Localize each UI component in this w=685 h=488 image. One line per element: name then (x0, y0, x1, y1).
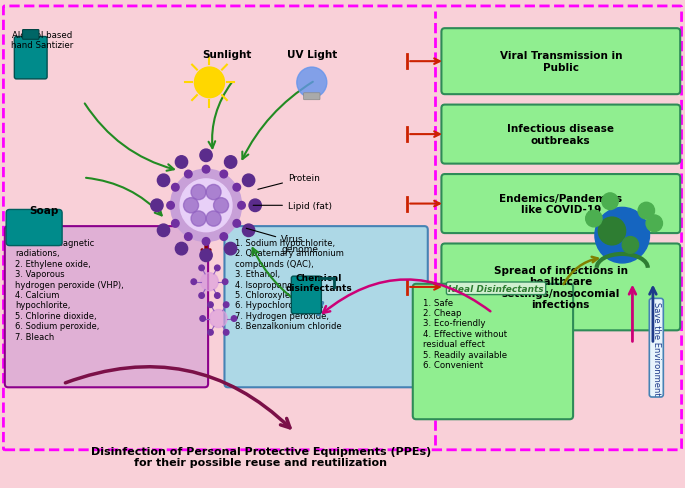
Circle shape (184, 198, 199, 213)
Circle shape (191, 211, 206, 227)
Circle shape (171, 220, 179, 228)
Circle shape (238, 202, 245, 210)
Text: 1. Sodium hypochlorite,
2. Quaternary ammonium
compounds (QAC),
3. Ethanol,
4. I: 1. Sodium hypochlorite, 2. Quaternary am… (235, 239, 344, 330)
Circle shape (206, 185, 221, 200)
Circle shape (199, 265, 204, 271)
Circle shape (208, 302, 213, 308)
Circle shape (602, 193, 619, 210)
Text: Lipid (fat): Lipid (fat) (253, 202, 332, 210)
Circle shape (200, 316, 206, 322)
Circle shape (223, 302, 229, 308)
Text: Chemical
disinfectants: Chemical disinfectants (285, 273, 352, 292)
Circle shape (202, 238, 210, 246)
Circle shape (199, 293, 204, 299)
Text: 1. Safe
2. Cheap
3. Eco-friendly
4. Effective without
residual effect
5. Readily: 1. Safe 2. Cheap 3. Eco-friendly 4. Effe… (423, 298, 507, 369)
Circle shape (223, 330, 229, 335)
FancyBboxPatch shape (441, 244, 680, 331)
Text: Endemics/Pandemics
like COVID-19: Endemics/Pandemics like COVID-19 (499, 193, 623, 215)
FancyBboxPatch shape (225, 226, 427, 387)
Circle shape (195, 68, 225, 99)
FancyBboxPatch shape (441, 175, 680, 234)
FancyBboxPatch shape (291, 277, 321, 314)
Circle shape (297, 68, 327, 99)
Circle shape (210, 310, 227, 328)
FancyBboxPatch shape (23, 30, 39, 40)
Text: Infectious disease
outbreaks: Infectious disease outbreaks (508, 124, 614, 145)
Circle shape (220, 171, 227, 179)
Circle shape (201, 273, 219, 291)
Circle shape (249, 200, 261, 212)
FancyBboxPatch shape (14, 38, 47, 80)
Circle shape (233, 184, 240, 192)
Circle shape (158, 175, 170, 187)
Circle shape (200, 249, 212, 262)
Text: Alcohol based
hand Santizier: Alcohol based hand Santizier (11, 30, 73, 50)
Circle shape (214, 293, 220, 299)
Circle shape (225, 157, 237, 169)
Circle shape (214, 198, 229, 213)
Circle shape (191, 185, 206, 200)
Circle shape (598, 218, 625, 245)
FancyBboxPatch shape (5, 226, 208, 387)
Circle shape (200, 150, 212, 162)
Circle shape (202, 166, 210, 174)
Circle shape (180, 180, 232, 232)
Circle shape (242, 175, 255, 187)
Text: Disinfection of Personal Protective Equipments (PPEs)
for their possible reuse a: Disinfection of Personal Protective Equi… (90, 446, 431, 467)
Circle shape (225, 243, 237, 255)
Circle shape (208, 330, 213, 335)
Text: Sunlight: Sunlight (202, 50, 251, 61)
FancyBboxPatch shape (441, 29, 680, 95)
Circle shape (586, 211, 602, 227)
Circle shape (158, 224, 170, 237)
Circle shape (151, 200, 163, 212)
Text: Ideal Disinfectants: Ideal Disinfectants (448, 284, 544, 293)
Circle shape (191, 279, 197, 285)
Text: Protein: Protein (258, 174, 320, 190)
Circle shape (171, 184, 179, 192)
Circle shape (214, 265, 220, 271)
FancyBboxPatch shape (303, 94, 320, 101)
Circle shape (175, 243, 188, 255)
Circle shape (595, 208, 649, 264)
Circle shape (646, 216, 662, 232)
Circle shape (171, 170, 242, 242)
Circle shape (232, 316, 237, 322)
Circle shape (242, 224, 255, 237)
Circle shape (223, 279, 228, 285)
FancyBboxPatch shape (6, 210, 62, 246)
Text: Virus
genome: Virus genome (246, 229, 318, 254)
Circle shape (220, 233, 227, 241)
Circle shape (184, 233, 192, 241)
FancyBboxPatch shape (413, 284, 573, 419)
Text: Spread of infections in
healthcare
settings/nosocomial
infections: Spread of infections in healthcare setti… (494, 265, 628, 310)
Circle shape (206, 211, 221, 227)
Circle shape (175, 157, 188, 169)
Text: 1. Electromagnetic
radiations,
2. Ethylene oxide,
3. Vaporous
hydrogen peroxide : 1. Electromagnetic radiations, 2. Ethyle… (15, 239, 124, 341)
Text: Save the Environment: Save the Environment (652, 301, 661, 395)
Circle shape (638, 203, 655, 220)
FancyBboxPatch shape (441, 105, 680, 164)
Text: UV Light: UV Light (287, 50, 337, 61)
Text: Soap: Soap (29, 206, 58, 216)
Circle shape (622, 237, 638, 254)
Text: Viral Transmission in
Public: Viral Transmission in Public (499, 51, 622, 73)
Circle shape (167, 202, 174, 210)
Circle shape (184, 171, 192, 179)
Circle shape (233, 220, 240, 228)
